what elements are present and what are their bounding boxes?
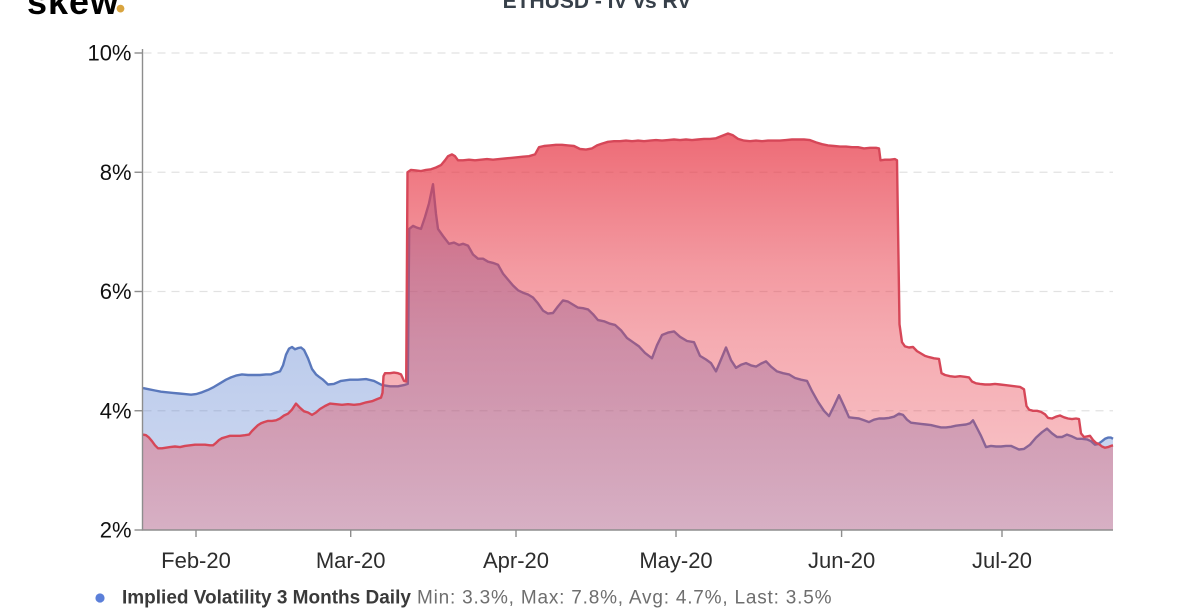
svg-text:4%: 4% — [100, 398, 132, 423]
svg-text:Apr-20: Apr-20 — [483, 548, 549, 573]
svg-text:6%: 6% — [100, 279, 132, 304]
svg-text:Mar-20: Mar-20 — [316, 548, 386, 573]
svg-text:May-20: May-20 — [639, 548, 712, 573]
svg-text:Jul-20: Jul-20 — [972, 548, 1032, 573]
svg-text:Implied Volatility 3 Months Da: Implied Volatility 3 Months Daily Min: 3… — [122, 588, 832, 609]
svg-text:Feb-20: Feb-20 — [161, 548, 231, 573]
svg-text:10%: 10% — [87, 41, 131, 66]
svg-text:Jun-20: Jun-20 — [808, 548, 875, 573]
svg-text:ETHUSD - IV vs RV: ETHUSD - IV vs RV — [503, 0, 692, 13]
svg-text:skew: skew — [27, 0, 119, 22]
svg-text:2%: 2% — [100, 518, 132, 543]
svg-text:8%: 8% — [100, 160, 132, 185]
